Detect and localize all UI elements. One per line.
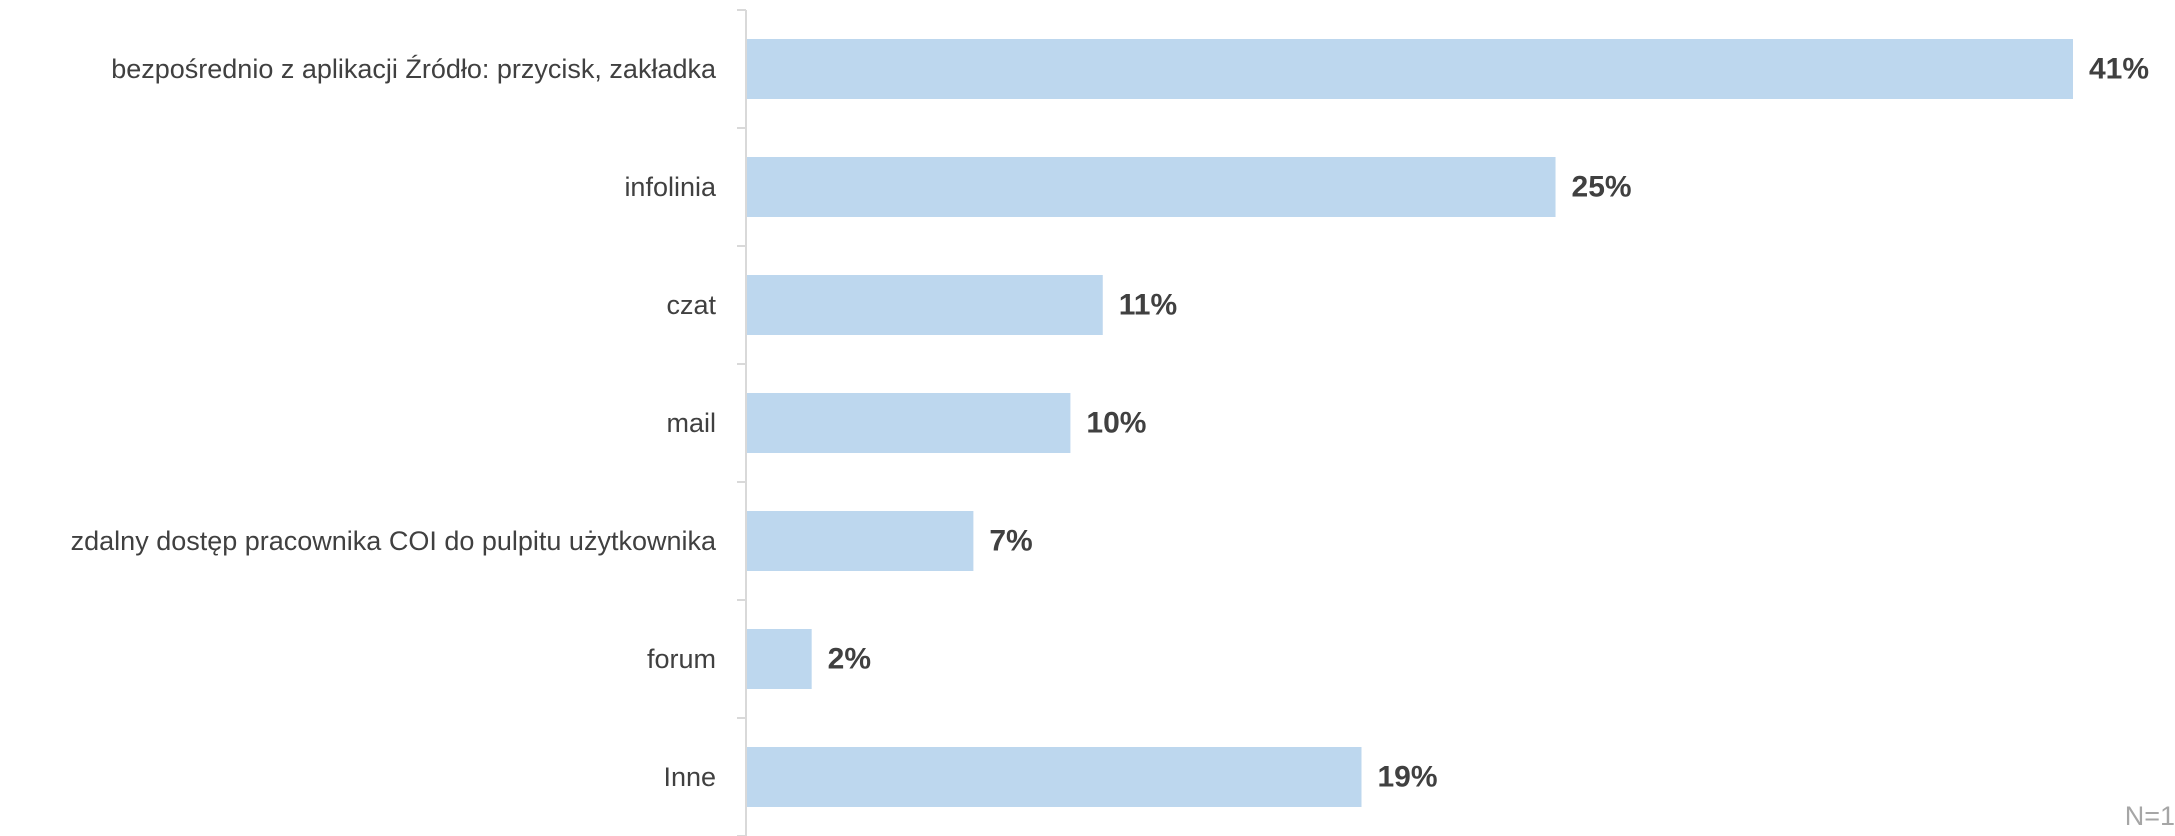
category-label: forum	[647, 644, 716, 674]
bar	[747, 393, 1071, 453]
category-labels: bezpośrednio z aplikacji Źródło: przycis…	[71, 54, 717, 792]
bar	[747, 275, 1103, 335]
category-label: Inne	[663, 762, 716, 792]
value-label: 7%	[989, 525, 1032, 558]
bar	[747, 511, 974, 571]
bar	[747, 39, 2073, 99]
value-label: 41%	[2089, 53, 2149, 86]
category-label: zdalny dostęp pracownika COI do pulpitu …	[71, 526, 717, 556]
value-label: 19%	[1377, 761, 1437, 794]
value-label: 25%	[1572, 171, 1632, 204]
value-labels: 41% 25% 11% 10% 7% 2% 19%	[828, 53, 2149, 794]
category-label: mail	[666, 408, 716, 438]
bar	[747, 157, 1556, 217]
value-label: 2%	[828, 643, 871, 676]
category-label: czat	[666, 290, 716, 320]
value-label: 11%	[1119, 289, 1177, 322]
category-label: infolinia	[624, 172, 717, 202]
category-label: bezpośrednio z aplikacji Źródło: przycis…	[111, 54, 717, 84]
value-label: 10%	[1086, 407, 1146, 440]
sample-size-note: N=1	[2124, 801, 2175, 831]
bars	[747, 39, 2073, 807]
bar	[747, 747, 1362, 807]
bar	[747, 629, 812, 689]
y-axis	[737, 9, 747, 836]
